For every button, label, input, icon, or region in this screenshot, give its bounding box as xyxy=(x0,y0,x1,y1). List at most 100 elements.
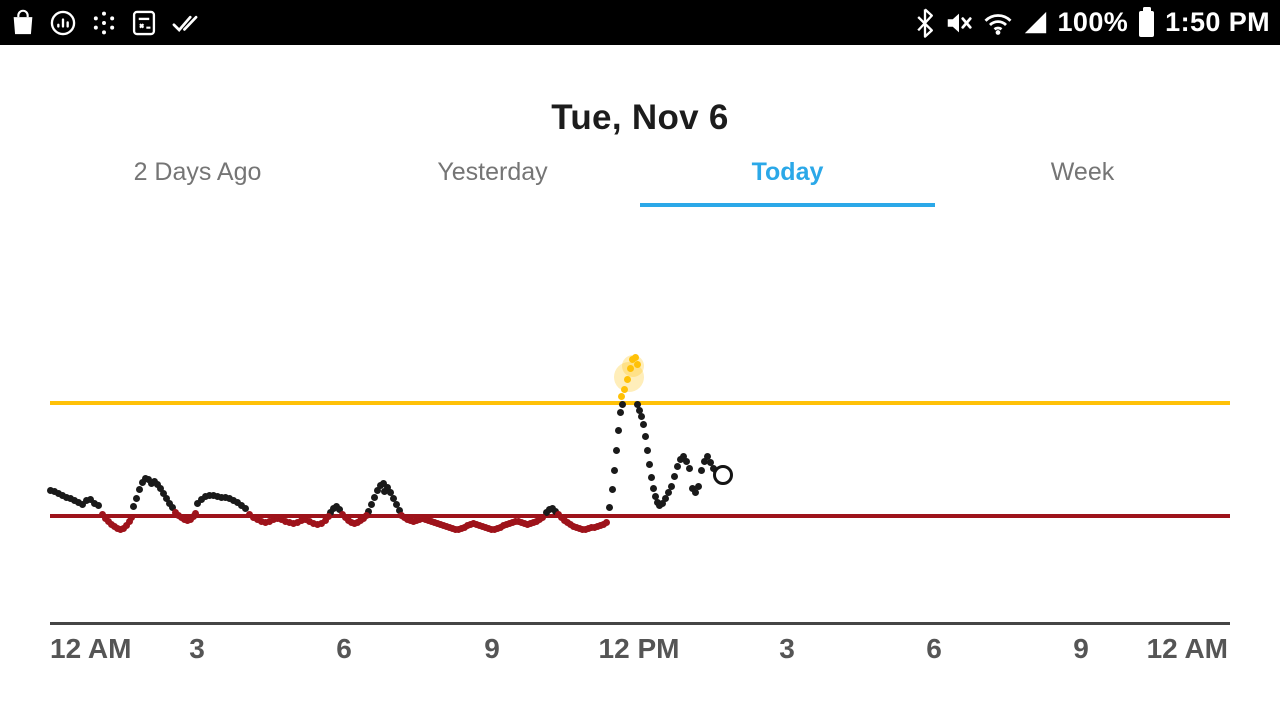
in-range-dot xyxy=(647,473,655,481)
below-range-dot xyxy=(301,515,309,523)
below-range-dot xyxy=(359,514,367,522)
in-range-dot xyxy=(548,504,556,512)
in-range-dot xyxy=(58,491,66,499)
below-range-dot xyxy=(249,513,257,521)
in-range-dot xyxy=(165,499,173,507)
below-range-dot xyxy=(273,514,281,522)
below-range-dot xyxy=(122,521,130,529)
system-status-area: 100% 1:50 PM xyxy=(915,7,1271,38)
in-range-dot xyxy=(54,489,62,497)
x-axis-label: 12 PM xyxy=(598,633,680,664)
dots-grid-icon xyxy=(90,9,118,37)
in-range-dot xyxy=(661,494,669,502)
below-range-dot xyxy=(602,518,610,526)
below-range-dot xyxy=(289,519,297,527)
volume-muted-icon xyxy=(944,9,974,37)
in-range-dot xyxy=(162,494,170,502)
below-range-dot xyxy=(324,512,332,520)
x-axis-label: 12 AM xyxy=(1146,633,1228,664)
in-range-dot xyxy=(205,491,213,499)
in-range-dot xyxy=(225,494,233,502)
below-range-dot xyxy=(305,517,313,525)
in-range-dot xyxy=(694,482,702,490)
in-range-dot xyxy=(709,464,717,472)
in-range-dot xyxy=(332,502,340,510)
above-range-dot xyxy=(617,392,625,400)
below-range-dot xyxy=(338,510,346,518)
above-range-dot xyxy=(626,364,634,372)
in-range-dot xyxy=(132,494,140,502)
below-range-dot xyxy=(362,511,370,519)
in-range-dot xyxy=(551,507,559,515)
in-range-dot xyxy=(197,495,205,503)
below-range-dot xyxy=(309,519,317,527)
in-range-dot xyxy=(370,493,378,501)
x-axis-label: 9 xyxy=(484,633,500,664)
in-range-dot xyxy=(700,457,708,465)
in-range-dot xyxy=(664,488,672,496)
in-range-dot xyxy=(676,455,684,463)
in-range-dot xyxy=(542,508,550,516)
in-range-dot xyxy=(691,488,699,496)
tab-yesterday[interactable]: Yesterday xyxy=(437,158,548,186)
in-range-dot xyxy=(213,492,221,500)
below-range-dot xyxy=(269,515,277,523)
in-range-dot xyxy=(614,426,622,434)
above-range-dot xyxy=(631,353,639,361)
page-title: Tue, Nov 6 xyxy=(551,98,729,137)
below-range-dot xyxy=(253,515,261,523)
in-range-dot xyxy=(651,492,659,500)
in-range-dot xyxy=(679,452,687,460)
in-range-dot xyxy=(610,466,618,474)
bluetooth-icon xyxy=(915,8,935,38)
tab-week[interactable]: Week xyxy=(1050,158,1115,186)
in-range-dot xyxy=(201,492,209,500)
tab-today[interactable]: Today xyxy=(640,144,935,207)
in-range-dot xyxy=(241,504,249,512)
in-range-dot xyxy=(658,499,666,507)
in-range-dot xyxy=(703,452,711,460)
tab-2-days-ago[interactable]: 2 Days Ago xyxy=(133,158,262,186)
in-range-dot xyxy=(144,475,152,483)
in-range-dot xyxy=(635,406,643,414)
below-range-dot xyxy=(186,515,194,523)
above-range-dot xyxy=(633,360,641,368)
in-range-dot xyxy=(237,501,245,509)
wifi-icon xyxy=(983,10,1013,36)
circle-equalizer-icon xyxy=(49,9,77,37)
below-range-dot xyxy=(101,514,109,522)
in-range-dot xyxy=(682,457,690,465)
in-range-dot xyxy=(395,506,403,514)
below-range-dot xyxy=(104,517,112,525)
in-range-dot xyxy=(649,484,657,492)
below-range-dot xyxy=(297,516,305,524)
in-range-dot xyxy=(380,487,388,495)
in-range-dot xyxy=(612,446,620,454)
x-axis-line xyxy=(50,622,1230,625)
below-range-dot xyxy=(321,516,329,524)
below-range-dot xyxy=(317,519,325,527)
in-range-dot xyxy=(326,508,334,516)
in-range-dot xyxy=(156,484,164,492)
in-range-dot xyxy=(217,493,225,501)
below-range-dot xyxy=(125,517,133,525)
clock-text: 1:50 PM xyxy=(1165,7,1270,37)
in-range-dot xyxy=(70,496,78,504)
in-range-dot xyxy=(637,412,645,420)
below-range-dot xyxy=(257,517,265,525)
in-range-dot xyxy=(78,500,86,508)
x-axis-label: 12 AM xyxy=(50,633,132,664)
in-range-dot xyxy=(94,501,102,509)
in-range-dot xyxy=(697,466,705,474)
in-range-dot xyxy=(688,484,696,492)
in-range-dot xyxy=(639,420,647,428)
in-range-dot xyxy=(90,499,98,507)
below-range-dot xyxy=(538,513,546,521)
in-range-dot xyxy=(383,483,391,491)
in-range-dot xyxy=(150,477,158,485)
in-range-dot xyxy=(129,502,137,510)
in-range-dot xyxy=(618,400,626,408)
cell-signal-icon xyxy=(1022,9,1049,36)
